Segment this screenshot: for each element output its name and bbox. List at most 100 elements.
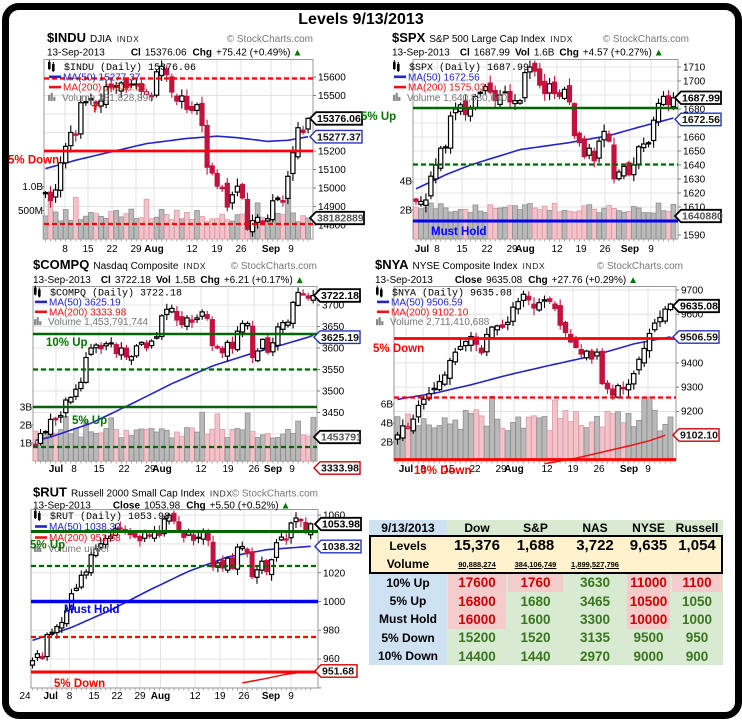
- svg-text:12: 12: [195, 464, 207, 475]
- svg-text:22: 22: [111, 691, 123, 702]
- svg-text:500M: 500M: [18, 206, 43, 217]
- svg-text:9102.10: 9102.10: [680, 430, 718, 442]
- svg-text:951.68: 951.68: [322, 666, 354, 678]
- svg-text:3500: 3500: [322, 387, 345, 398]
- svg-text:8: 8: [71, 464, 77, 475]
- svg-text:15: 15: [93, 464, 105, 475]
- svg-text:12: 12: [189, 691, 201, 702]
- svg-text:26: 26: [599, 244, 611, 255]
- svg-text:12: 12: [541, 464, 553, 475]
- svg-text:2B: 2B: [381, 438, 394, 449]
- svg-text:26: 26: [235, 244, 247, 255]
- svg-text:Aug: Aug: [504, 464, 523, 475]
- svg-text:15: 15: [88, 691, 100, 702]
- svg-text:15200: 15200: [318, 147, 346, 158]
- svg-text:8: 8: [67, 691, 73, 702]
- svg-text:19: 19: [567, 464, 579, 475]
- svg-text:Jul: Jul: [43, 691, 58, 702]
- svg-text:22: 22: [118, 464, 130, 475]
- svg-text:Jul: Jul: [49, 464, 64, 475]
- svg-text:3550: 3550: [322, 365, 345, 376]
- svg-text:MA(200) 9102.10: MA(200) 9102.10: [391, 307, 469, 318]
- svg-text:1680: 1680: [683, 105, 706, 116]
- svg-text:8: 8: [434, 244, 440, 255]
- svg-text:Sep: Sep: [262, 691, 280, 702]
- svg-text:15: 15: [82, 244, 94, 255]
- svg-text:29: 29: [495, 464, 507, 475]
- svg-text:1000: 1000: [323, 597, 346, 608]
- svg-text:5% Up: 5% Up: [72, 415, 107, 427]
- svg-text:Volume 2,711,410,688: Volume 2,711,410,688: [390, 317, 490, 328]
- svg-text:9506.59: 9506.59: [680, 332, 718, 344]
- svg-text:$INDU (Daily) 15376.06: $INDU (Daily) 15376.06: [64, 62, 196, 74]
- svg-text:15100: 15100: [318, 165, 346, 176]
- svg-text:1.0B: 1.0B: [22, 182, 43, 193]
- svg-text:MA(200) 3333.98: MA(200) 3333.98: [49, 307, 127, 318]
- svg-text:Sep: Sep: [621, 244, 639, 255]
- svg-text:1640880: 1640880: [682, 211, 723, 223]
- svg-text:3625.19: 3625.19: [321, 332, 359, 344]
- svg-text:Jul: Jul: [399, 464, 414, 475]
- svg-text:© StockCharts.com: © StockCharts.com: [231, 261, 317, 272]
- svg-text:Must Hold: Must Hold: [431, 226, 487, 238]
- svg-text:15376.06: 15376.06: [317, 113, 361, 125]
- svg-text:9: 9: [645, 464, 651, 475]
- svg-text:1038.32: 1038.32: [322, 541, 360, 553]
- svg-text:8: 8: [420, 464, 426, 475]
- svg-text:1590: 1590: [683, 231, 706, 242]
- svg-text:2B: 2B: [400, 206, 413, 217]
- svg-text:1650: 1650: [683, 147, 706, 158]
- svg-text:© StockCharts.com: © StockCharts.com: [227, 34, 313, 45]
- svg-text:15600: 15600: [318, 73, 346, 84]
- svg-text:1453791: 1453791: [321, 432, 362, 444]
- svg-text:3722.18: 3722.18: [321, 290, 359, 302]
- svg-text:22: 22: [106, 244, 118, 255]
- svg-text:Volume 1,453,791,744: Volume 1,453,791,744: [48, 317, 149, 328]
- svg-text:38182889: 38182889: [317, 213, 364, 225]
- svg-text:10% Up: 10% Up: [46, 337, 88, 349]
- svg-text:1687.99: 1687.99: [682, 93, 720, 105]
- svg-text:1700: 1700: [683, 77, 706, 88]
- svg-text:4B: 4B: [400, 177, 413, 188]
- svg-text:3600: 3600: [322, 344, 345, 355]
- svg-text:1640: 1640: [683, 161, 706, 172]
- svg-text:1020: 1020: [323, 569, 346, 580]
- svg-text:12: 12: [551, 244, 563, 255]
- svg-text:960: 960: [323, 654, 340, 665]
- svg-text:14800: 14800: [318, 221, 346, 232]
- svg-text:Aug: Aug: [144, 244, 163, 255]
- svg-text:MA(200) 14538.60: MA(200) 14538.60: [63, 83, 146, 94]
- svg-text:Sep: Sep: [262, 244, 280, 255]
- svg-text:5% Down: 5% Down: [373, 343, 424, 355]
- svg-text:1660: 1660: [683, 133, 706, 144]
- svg-text:MA(200) 951.68: MA(200) 951.68: [49, 533, 121, 544]
- svg-text:9600: 9600: [681, 310, 704, 321]
- svg-text:Sep: Sep: [620, 464, 638, 475]
- svg-text:$SPX (Daily) 1687.99: $SPX (Daily) 1687.99: [409, 62, 529, 74]
- svg-text:9: 9: [289, 464, 295, 475]
- svg-text:3B: 3B: [20, 403, 33, 414]
- svg-text:9: 9: [648, 244, 654, 255]
- svg-text:15000: 15000: [318, 184, 346, 195]
- svg-text:22: 22: [481, 244, 493, 255]
- svg-text:19: 19: [575, 244, 587, 255]
- svg-text:9700: 9700: [681, 286, 704, 297]
- svg-text:1B: 1B: [20, 439, 33, 450]
- svg-text:14900: 14900: [318, 202, 346, 213]
- svg-text:Volume undef: Volume undef: [48, 544, 109, 555]
- svg-text:9400: 9400: [681, 359, 704, 370]
- svg-text:1672.56: 1672.56: [682, 114, 720, 126]
- svg-text:1053.98: 1053.98: [322, 519, 360, 531]
- svg-text:24: 24: [19, 691, 31, 702]
- svg-text:9300: 9300: [681, 383, 704, 394]
- svg-text:29: 29: [134, 691, 146, 702]
- svg-text:© StockCharts.com: © StockCharts.com: [597, 261, 683, 272]
- svg-text:2B: 2B: [20, 421, 33, 432]
- svg-text:29: 29: [144, 464, 156, 475]
